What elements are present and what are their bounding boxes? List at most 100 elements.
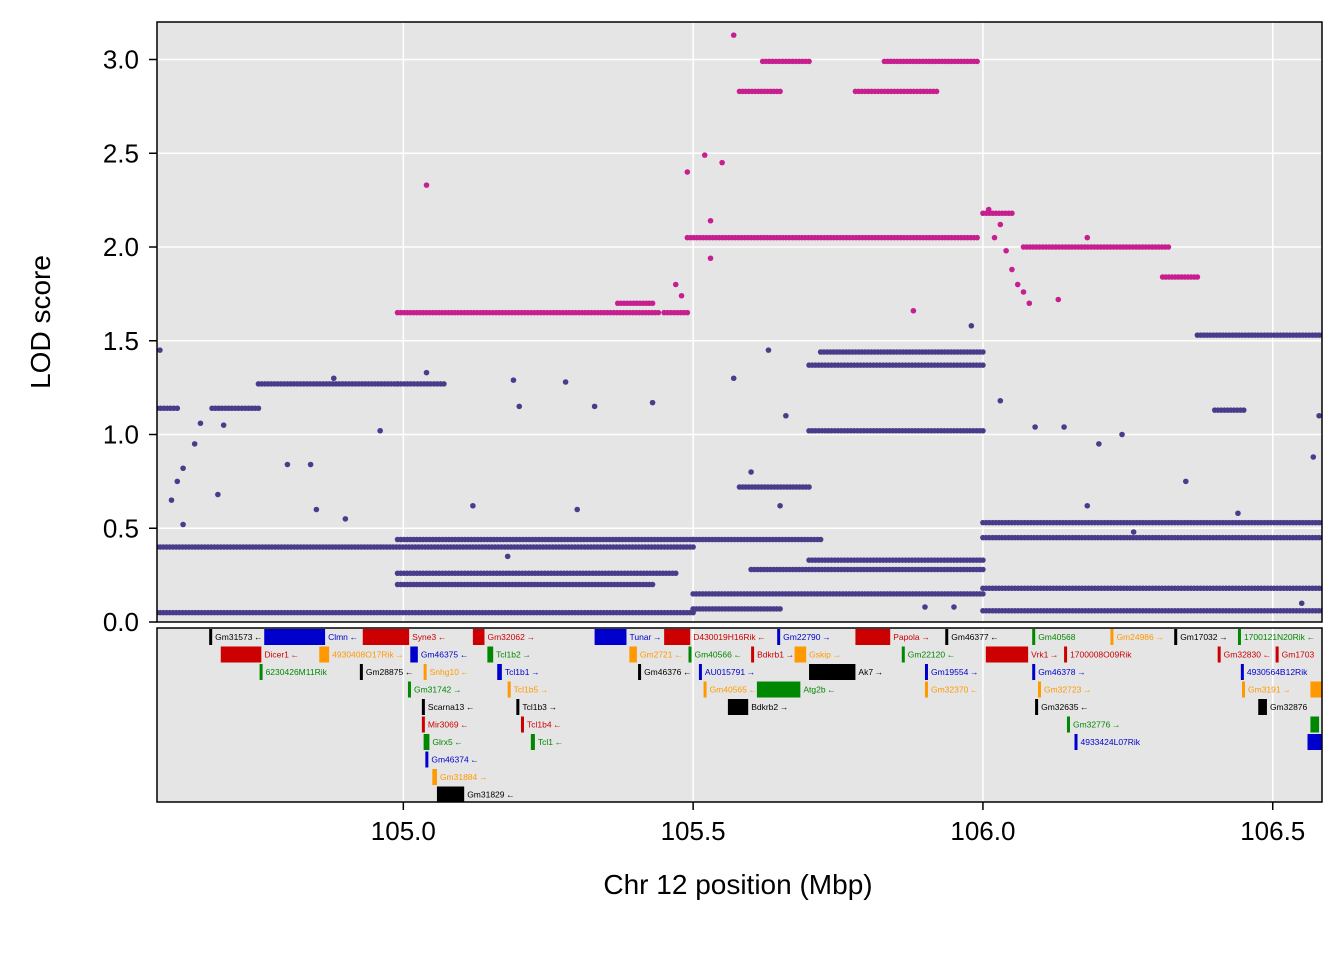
data-point [1130,529,1137,535]
data-point [1026,300,1033,307]
gene-label: 4933424L07Rik [1081,737,1141,747]
gene-label: Scarna13 ← [428,702,475,712]
gene-label: Gm32776 → [1073,720,1121,730]
gene-bar [359,664,363,680]
data-point [180,521,186,528]
gene-bar [1110,629,1114,645]
gene-label: Gm31573 ← [215,632,263,642]
gene-label: Ak7 → [858,667,883,677]
data-point [1084,234,1091,241]
gene-bar [432,769,437,785]
data-point [980,349,986,355]
data-point [974,58,980,65]
gene-bar [688,646,692,663]
data-point [980,427,986,434]
data-point [777,502,783,509]
gene-label: Gm40566 ← [694,650,742,660]
gene-label: Bdkrb2 → [751,702,788,712]
gene-label: Mir3069 ← [428,720,469,730]
gene-label: Gm46377 ← [951,632,999,642]
data-point [313,506,320,513]
data-point [1298,600,1305,607]
gene-bar [362,629,410,645]
data-point [672,281,679,288]
gene-bar [638,664,642,680]
gene-bar [629,646,637,663]
data-point [1310,454,1317,460]
gene-label: Snhg10 ← [430,667,470,677]
data-point [707,255,714,262]
gene-bar [407,681,411,698]
gene-bar [259,664,263,680]
data-point [1084,502,1091,509]
data-point [1096,441,1102,447]
gene-bar [1217,646,1221,663]
data-point [591,403,598,410]
gene-bar [1237,629,1241,645]
gene-bar [421,699,425,715]
data-point [1014,281,1021,288]
data-point [997,221,1004,228]
gene-label: Gskip → [809,650,841,660]
gene-bar [594,629,627,645]
data-point [1165,244,1172,250]
plot-background [157,22,1322,622]
gene-label: Gm28875 ← [366,667,414,677]
gene-label: Gm22790 → [783,632,831,642]
x-tick-label: 105.5 [661,816,726,846]
data-point [574,506,581,513]
gene-label: Gm46376 ← [644,667,692,677]
y-tick-label: 2.5 [103,138,139,168]
gene-label: 1700121N20Rik ← [1244,632,1315,642]
gene-bar [520,716,524,733]
data-point [174,405,181,412]
data-point [678,292,685,299]
data-point [649,581,656,588]
gene-label: Gm31884 → [440,772,488,782]
data-point [968,322,975,329]
gene-label: Gm [1322,720,1336,730]
gene-bar [436,786,465,802]
gene-label: Gm17032 → [1180,632,1228,642]
y-tick-label: 0.5 [103,513,139,543]
gene-bar [423,664,427,680]
gene-bar [487,646,494,663]
data-point [991,234,998,241]
data-point [1009,266,1015,273]
gene-bar [1037,681,1041,698]
data-point [504,553,511,560]
data-point [817,536,824,543]
data-layer [157,32,1322,616]
data-point [719,159,725,166]
gene-bar [530,734,535,750]
gene-bar [756,681,801,698]
data-point [684,169,691,175]
gene-bar [794,646,807,663]
gene-label: Gm32830 ← [1224,650,1272,660]
data-point [423,182,430,188]
data-point [985,206,992,213]
gene-bar [664,629,691,645]
gene-label: Tcl1b4 ← [527,720,562,730]
data-point [765,347,772,353]
data-point [783,412,789,419]
data-point [1240,407,1247,413]
gene-bar [1258,699,1267,715]
data-point [684,309,691,316]
gene-bar [507,681,511,698]
gene-label: Atg2b ← [803,685,835,695]
gene-bar [945,629,949,645]
data-point [342,516,349,522]
data-point [1119,431,1125,438]
data-point [707,217,714,224]
gene-label: 1700008O09Rik [1070,650,1132,660]
gene-label: Tcl1b1 → [505,667,540,677]
gene-label: D430019H16Rik ← [693,632,766,642]
gene-label: Bdkrb1 → [757,650,794,660]
series-base [157,322,1322,616]
gene-bar [516,699,520,715]
gene-label: Gm24986 → [1116,632,1164,642]
gene-label: Gm46374 ← [431,755,479,765]
data-point [510,377,517,383]
